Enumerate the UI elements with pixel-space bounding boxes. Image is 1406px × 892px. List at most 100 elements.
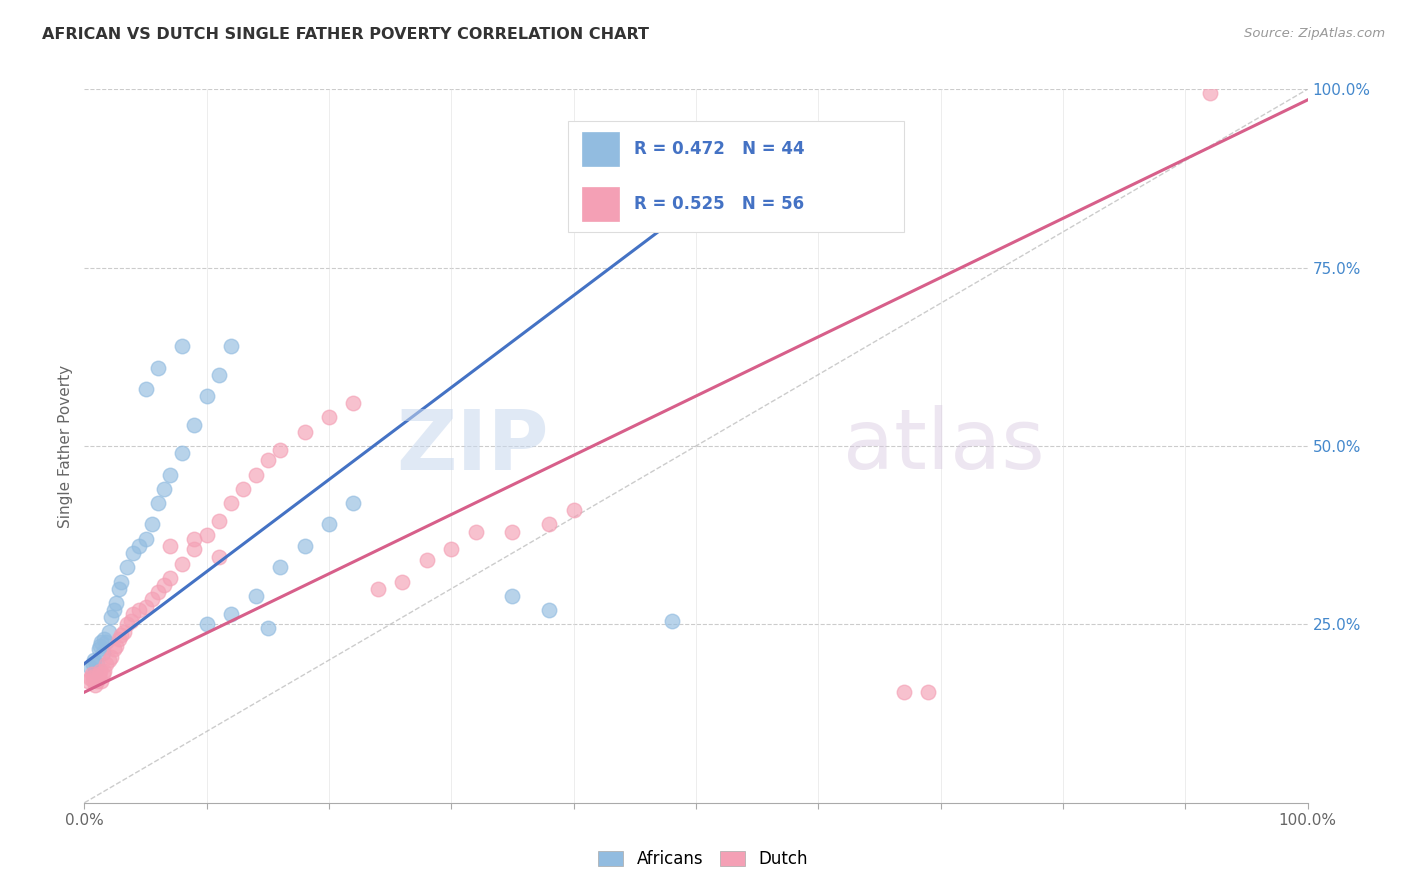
Point bbox=[257, 453, 280, 467]
Point bbox=[86, 674, 108, 689]
Point bbox=[172, 446, 194, 460]
Point bbox=[538, 603, 561, 617]
Point bbox=[82, 657, 104, 671]
Point bbox=[294, 425, 316, 439]
Point bbox=[103, 603, 125, 617]
Point bbox=[105, 596, 128, 610]
Point bbox=[77, 674, 100, 689]
Point bbox=[97, 653, 120, 667]
Point bbox=[367, 582, 389, 596]
Point bbox=[103, 642, 125, 657]
Point bbox=[84, 664, 107, 678]
Point bbox=[183, 542, 205, 557]
Point bbox=[416, 553, 439, 567]
Point bbox=[107, 632, 129, 646]
Point bbox=[917, 685, 939, 699]
Point bbox=[115, 617, 138, 632]
Point bbox=[153, 482, 176, 496]
Point bbox=[79, 660, 101, 674]
FancyBboxPatch shape bbox=[568, 121, 904, 232]
Point bbox=[269, 560, 291, 574]
Point bbox=[245, 589, 267, 603]
Point bbox=[87, 667, 110, 681]
Point bbox=[146, 585, 169, 599]
Point bbox=[91, 667, 114, 681]
Point bbox=[159, 539, 181, 553]
Point bbox=[105, 639, 128, 653]
Point bbox=[502, 589, 524, 603]
Point bbox=[318, 517, 340, 532]
Point bbox=[294, 539, 316, 553]
Point bbox=[91, 646, 114, 660]
Point bbox=[93, 664, 115, 678]
Point bbox=[122, 607, 145, 621]
Point bbox=[195, 528, 218, 542]
Text: AFRICAN VS DUTCH SINGLE FATHER POVERTY CORRELATION CHART: AFRICAN VS DUTCH SINGLE FATHER POVERTY C… bbox=[42, 27, 650, 42]
Point bbox=[269, 442, 291, 457]
Point bbox=[141, 592, 163, 607]
Point bbox=[219, 496, 242, 510]
Point bbox=[440, 542, 463, 557]
FancyBboxPatch shape bbox=[582, 187, 619, 221]
Point bbox=[83, 669, 105, 683]
Point bbox=[183, 532, 205, 546]
Point bbox=[146, 360, 169, 375]
Point bbox=[87, 642, 110, 657]
Point bbox=[96, 635, 118, 649]
Point bbox=[208, 368, 231, 382]
Point bbox=[661, 614, 683, 628]
Point bbox=[100, 610, 122, 624]
Point bbox=[153, 578, 176, 592]
Text: atlas: atlas bbox=[842, 406, 1045, 486]
Point bbox=[183, 417, 205, 432]
Text: R = 0.525   N = 56: R = 0.525 N = 56 bbox=[634, 195, 804, 213]
Point bbox=[90, 635, 112, 649]
Point bbox=[1198, 86, 1220, 100]
Point bbox=[128, 539, 150, 553]
FancyBboxPatch shape bbox=[582, 132, 619, 166]
Point bbox=[110, 574, 132, 589]
Point bbox=[135, 599, 157, 614]
Point bbox=[97, 624, 120, 639]
Point bbox=[172, 557, 194, 571]
Point bbox=[245, 467, 267, 482]
Point bbox=[464, 524, 486, 539]
Point bbox=[110, 628, 132, 642]
Point bbox=[342, 496, 364, 510]
Point bbox=[502, 524, 524, 539]
Point bbox=[86, 657, 108, 671]
Point bbox=[93, 632, 115, 646]
Point bbox=[159, 571, 181, 585]
Point bbox=[208, 549, 231, 564]
Point bbox=[115, 560, 138, 574]
Point bbox=[208, 514, 231, 528]
Point bbox=[83, 653, 105, 667]
Point bbox=[122, 546, 145, 560]
Text: R = 0.472   N = 44: R = 0.472 N = 44 bbox=[634, 140, 804, 158]
Point bbox=[80, 667, 103, 681]
Point bbox=[893, 685, 915, 699]
Point bbox=[120, 614, 142, 628]
Point bbox=[135, 532, 157, 546]
Point bbox=[146, 496, 169, 510]
Point bbox=[219, 339, 242, 353]
Point bbox=[141, 517, 163, 532]
Point bbox=[232, 482, 254, 496]
Point bbox=[87, 671, 110, 685]
Point bbox=[135, 382, 157, 396]
Point bbox=[391, 574, 413, 589]
Point bbox=[112, 624, 135, 639]
Point bbox=[79, 671, 101, 685]
Point bbox=[195, 617, 218, 632]
Point bbox=[538, 517, 561, 532]
Point bbox=[195, 389, 218, 403]
Text: ZIP: ZIP bbox=[396, 406, 550, 486]
Point bbox=[89, 639, 111, 653]
Point bbox=[562, 503, 585, 517]
Point bbox=[100, 649, 122, 664]
Point bbox=[318, 410, 340, 425]
Point bbox=[219, 607, 242, 621]
Point bbox=[342, 396, 364, 410]
Y-axis label: Single Father Poverty: Single Father Poverty bbox=[58, 365, 73, 527]
Legend: Africans, Dutch: Africans, Dutch bbox=[592, 844, 814, 875]
